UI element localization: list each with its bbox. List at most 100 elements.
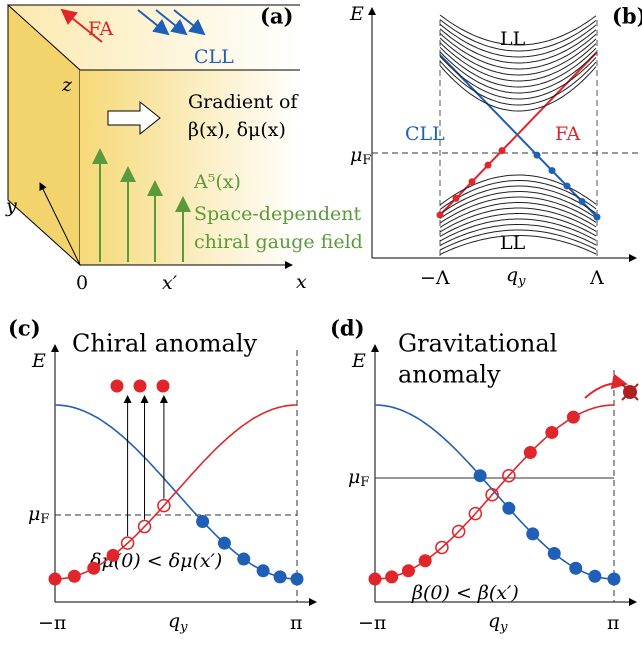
- cll-dot: [273, 570, 287, 584]
- q-sub: y: [517, 274, 526, 289]
- cll-dot: [578, 198, 586, 206]
- top-face: [8, 5, 300, 70]
- cross: [621, 383, 639, 401]
- landau-level: [439, 235, 597, 255]
- landau-level: [439, 60, 597, 106]
- escape-arrow: [584, 373, 628, 399]
- tag: (d): [330, 316, 365, 341]
- relation: β(0) < β(x′): [411, 582, 519, 604]
- cll-arrow: [137, 9, 170, 36]
- empty-state: [157, 498, 171, 513]
- axis-label: z: [61, 74, 73, 96]
- landau-level: [439, 196, 597, 224]
- axis-label: E: [351, 350, 366, 372]
- tick-label: −π: [38, 612, 66, 634]
- panel-title: anomaly: [398, 361, 501, 389]
- landau-level: [439, 202, 597, 228]
- fa-dot: [523, 446, 537, 460]
- fa-dot: [468, 178, 476, 186]
- landau-level: [439, 14, 597, 46]
- panel-title: Gravitational: [398, 330, 557, 358]
- cll-dot: [473, 469, 487, 483]
- fa-dot: [48, 572, 62, 586]
- mu: μ: [28, 503, 40, 525]
- cll-arrow: [155, 9, 188, 36]
- cll-dot: [569, 561, 583, 575]
- landau-level: [439, 42, 597, 82]
- mu-sub: F: [362, 153, 371, 168]
- tag: (a): [260, 4, 293, 29]
- tick-label: −π: [358, 612, 386, 634]
- fa-arrow: [60, 8, 103, 43]
- empty-state: [137, 519, 152, 534]
- fa-dot: [566, 410, 580, 424]
- cll-label: CLL: [194, 46, 234, 68]
- axis-label: E: [31, 350, 46, 372]
- cll-dot: [256, 564, 270, 578]
- landau-level: [439, 207, 597, 233]
- cll-dot: [196, 514, 210, 528]
- axis-label: y: [5, 195, 17, 217]
- relation: δμ(0) < δμ(x′): [90, 550, 222, 572]
- cll-dot: [526, 527, 540, 541]
- fa-curve: [375, 404, 614, 580]
- tick-label: π: [290, 612, 303, 634]
- empty-state: [451, 524, 466, 539]
- axis-label: qy: [488, 610, 508, 635]
- cll-dot: [502, 501, 516, 515]
- fa-dot: [106, 548, 120, 562]
- mu-label: μF: [348, 466, 369, 490]
- ll-label: LL: [500, 28, 526, 50]
- ll-label: LL: [500, 232, 526, 254]
- q-sub: y: [499, 620, 508, 635]
- mu-sub: F: [360, 475, 369, 490]
- fa-dot: [498, 147, 506, 155]
- cll-dot: [548, 167, 556, 175]
- field-arrows: [92, 148, 191, 262]
- mu-sub: F: [40, 512, 49, 527]
- fa-label: FA: [555, 123, 581, 145]
- cll-dot: [563, 182, 571, 190]
- cll-dot: [533, 151, 541, 159]
- landau-level: [439, 37, 597, 76]
- landau-level: [439, 51, 597, 94]
- landau-level: [439, 213, 597, 237]
- tick-label: −Λ: [420, 267, 450, 289]
- tick-label: Λ: [589, 267, 604, 289]
- q-sub: y: [179, 620, 188, 635]
- x-prime-label: x′: [162, 272, 178, 294]
- empty-state: [435, 540, 449, 555]
- fa-label: FA: [88, 18, 114, 40]
- empty-state: [120, 536, 135, 550]
- landau-level: [439, 191, 597, 219]
- landau-level: [439, 180, 597, 210]
- empty-state: [485, 487, 499, 502]
- fa-dot: [452, 194, 460, 202]
- tick-label: π: [607, 612, 620, 634]
- landau-level: [439, 218, 597, 242]
- tag: (c): [8, 316, 41, 341]
- fa-dot: [67, 569, 81, 583]
- field-label: Space-dependent: [194, 203, 362, 225]
- mu: μ: [350, 144, 362, 166]
- fa-dot: [418, 554, 432, 568]
- fa-dot: [385, 570, 399, 584]
- cll-label: CLL: [405, 123, 445, 145]
- axis-label: x: [296, 271, 307, 293]
- landau-level: [439, 33, 597, 70]
- q: q: [506, 264, 518, 286]
- fa-dot: [87, 561, 101, 575]
- landau-level: [439, 46, 597, 88]
- fa-dot: [436, 211, 444, 219]
- mu-label: μF: [350, 144, 371, 168]
- fa-dot: [368, 572, 382, 586]
- hollow-arrow: [107, 100, 161, 136]
- landau-level: [439, 229, 597, 251]
- cll-dot: [588, 569, 602, 583]
- q: q: [168, 610, 180, 632]
- axis-label: qy: [168, 610, 188, 635]
- cll-line: [439, 54, 598, 218]
- landau-level: [439, 28, 597, 64]
- fa-dot: [545, 425, 559, 439]
